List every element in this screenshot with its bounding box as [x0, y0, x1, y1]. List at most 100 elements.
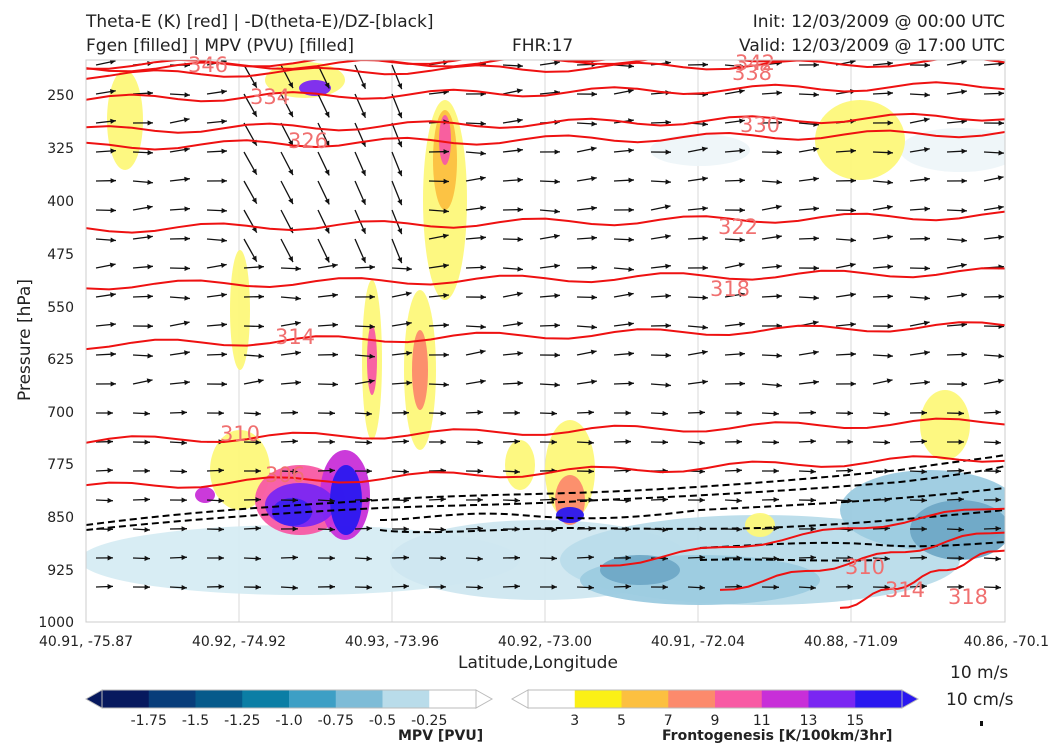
- wind-arrowhead: [665, 263, 671, 269]
- colorbar-tick-label: 9: [711, 713, 720, 729]
- wind-arrowhead: [144, 410, 150, 417]
- colorbar-tick-label: 13: [800, 713, 818, 729]
- wind-arrowhead: [477, 556, 483, 562]
- wind-arrowhead: [369, 353, 375, 359]
- wind-arrowhead: [924, 265, 930, 271]
- theta-e-contour: [86, 81, 1005, 103]
- wind-arrowhead: [995, 584, 1001, 591]
- wind-arrowhead: [480, 324, 486, 330]
- wind-arrowhead: [961, 292, 967, 298]
- wind-arrowhead: [554, 293, 560, 299]
- wind-arrowhead: [405, 291, 412, 297]
- wind-arrowhead: [628, 351, 634, 357]
- wind-arrowhead: [921, 497, 927, 503]
- wind-arrowhead: [329, 439, 335, 445]
- wind-arrowhead: [739, 321, 745, 327]
- wind-arrowhead: [998, 90, 1004, 97]
- wind-arrowhead: [701, 146, 708, 152]
- wind-arrowhead: [221, 237, 227, 243]
- valid-time: Valid: 12/03/2009 @ 17:00 UTC: [739, 36, 1005, 56]
- colorbar-tick-label: -1.25: [224, 713, 260, 729]
- wind-arrowhead: [366, 584, 372, 590]
- shaded-region: [600, 555, 680, 585]
- wind-arrowhead: [403, 469, 409, 475]
- wind-arrowhead: [405, 321, 412, 327]
- axes: [85, 59, 1006, 623]
- wind-arrowhead: [776, 120, 782, 126]
- wind-arrowhead: [554, 322, 560, 329]
- wind-arrowhead: [369, 294, 375, 300]
- wind-arrowhead: [739, 118, 745, 124]
- shaded-region: [367, 325, 377, 395]
- wind-arrowhead: [332, 292, 338, 298]
- wind-arrowhead: [366, 497, 372, 503]
- wind-arrowhead: [590, 176, 597, 182]
- x-tick-labels: 40.91, -75.87 40.92, -74.92 40.93, -73.96 4…: [39, 634, 1049, 650]
- wind-arrowhead: [144, 496, 150, 503]
- wind-arrowhead: [702, 176, 708, 182]
- wind-arrowhead: [251, 226, 257, 233]
- wind-arrowhead: [480, 150, 486, 156]
- x-tick-label: 40.86, -70.1: [964, 634, 1049, 650]
- theta-e-contour: [86, 417, 1005, 444]
- wind-arrowhead: [958, 496, 964, 502]
- wind-arrowhead: [181, 526, 187, 532]
- wind-arrowhead: [258, 294, 264, 300]
- wind-arrowhead: [887, 234, 893, 240]
- wind-arrowhead: [184, 350, 190, 356]
- wind-arrowhead: [553, 233, 560, 239]
- wind-arrowhead: [329, 526, 335, 533]
- wind-arrowhead: [887, 90, 893, 96]
- wind-arrowhead: [736, 410, 742, 416]
- wind-arrowhead: [776, 382, 782, 388]
- wind-arrowhead: [924, 236, 930, 242]
- x-tick-label: 40.91, -72.04: [651, 634, 745, 650]
- wind-arrowhead: [551, 527, 557, 533]
- wind-arrowhead: [591, 121, 597, 127]
- wind-arrowhead: [591, 324, 597, 330]
- wind-arrowhead: [107, 467, 113, 473]
- colorbar-swatch: [715, 690, 763, 708]
- wind-arrowhead: [147, 150, 153, 156]
- wind-arrowhead: [147, 323, 153, 329]
- wind-arrowhead: [702, 121, 708, 127]
- wind-arrowhead: [738, 292, 745, 298]
- wind-arrowhead: [995, 439, 1001, 446]
- wind-arrowhead: [701, 349, 708, 355]
- fgen-colorbar-title: Frontogenesis [K/100km/3hr]: [662, 728, 893, 744]
- wind-arrowhead: [812, 146, 819, 152]
- wind-arrowhead: [110, 351, 116, 357]
- wind-arrowhead: [776, 353, 782, 359]
- colorbar-swatch: [429, 690, 477, 708]
- shaded-region: [299, 80, 331, 96]
- theta-e-contour: [86, 455, 1005, 489]
- theta-e-label: 310: [845, 555, 885, 579]
- wind-arrowhead: [403, 583, 409, 589]
- wind-arrowhead: [218, 410, 224, 416]
- wind-arrowhead: [403, 410, 409, 416]
- theta-e-label: 314: [885, 578, 925, 602]
- wind-arrowhead: [554, 179, 560, 185]
- wind-arrowhead: [776, 234, 782, 240]
- wind-arrowhead: [403, 555, 409, 561]
- shaded-region: [195, 487, 215, 503]
- colorbar-swatch: [621, 690, 669, 708]
- wind-arrowhead: [739, 148, 745, 154]
- colorbar-swatch: [574, 690, 622, 708]
- theta-e-label: 334: [250, 85, 290, 109]
- wind-arrowhead: [810, 585, 816, 591]
- wind-arrowhead: [295, 295, 301, 301]
- colorbar-frame: [101, 689, 477, 709]
- shaded-region: [745, 513, 775, 537]
- wind-arrowhead: [847, 555, 853, 561]
- wind-arrowhead: [257, 378, 264, 384]
- y-tick-label: 325: [47, 141, 74, 157]
- wind-arrowhead: [625, 583, 631, 590]
- wind-arrowhead: [292, 585, 298, 591]
- wind-arrowhead: [331, 263, 338, 269]
- wind-arrowhead: [625, 497, 631, 504]
- wind-arrowhead: [479, 175, 486, 181]
- wind-arrowhead: [739, 381, 745, 387]
- shaded-region: [815, 100, 905, 180]
- wind-arrowhead: [551, 496, 557, 503]
